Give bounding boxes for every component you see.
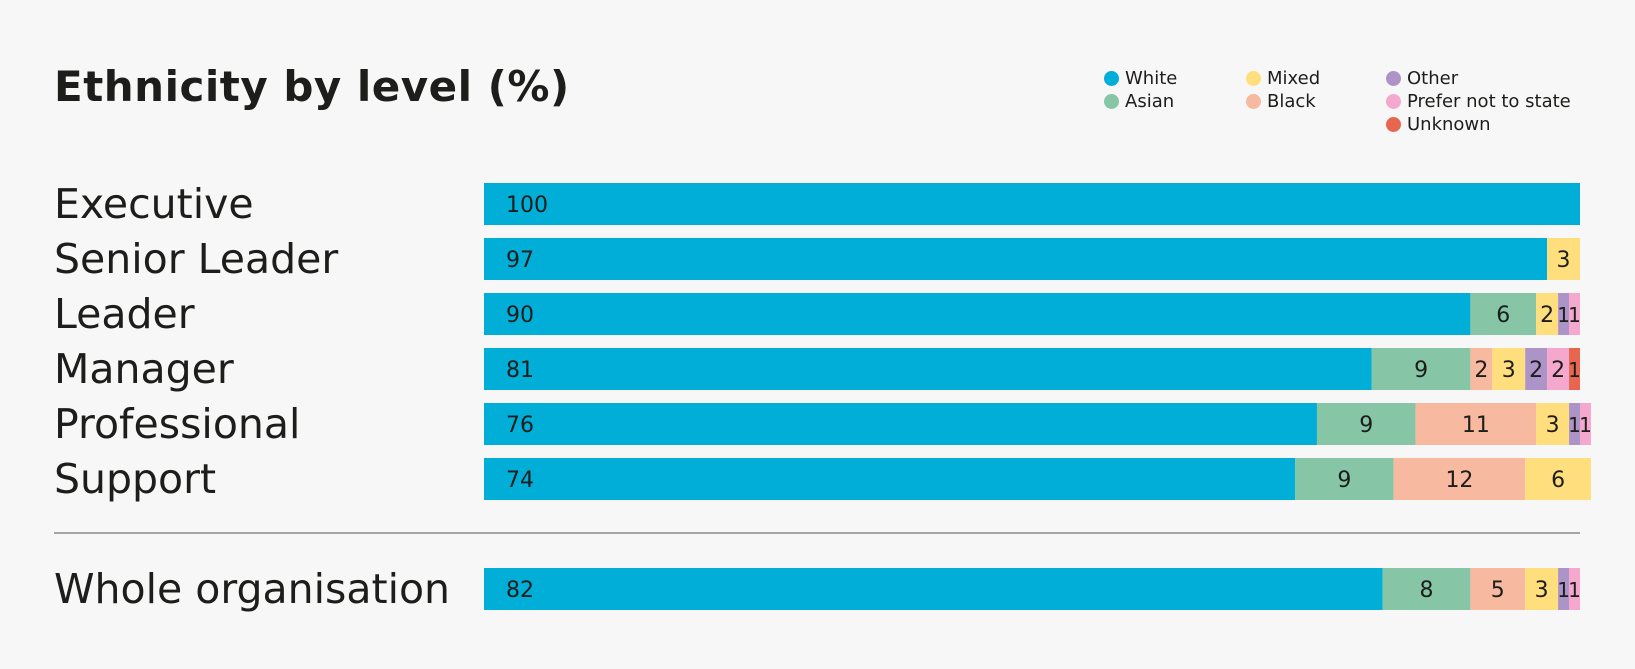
chart-legend: White Asian Black Mixed Other Prefer not to s…: [1104, 68, 1584, 138]
legend-item-unknown: Unknown: [1386, 114, 1491, 135]
category-label-executive: Executive: [54, 180, 254, 228]
data-label-professional-other: 1: [1568, 413, 1581, 437]
chart-title: Ethnicity by level (%): [54, 62, 570, 111]
data-label-manager-white: 81: [506, 358, 534, 383]
data-label-support-black: 12: [1445, 468, 1473, 493]
data-label-executive-white: 100: [506, 193, 548, 218]
bar-whole-organisation-black: [1470, 568, 1526, 610]
bar-leader-asian: [1470, 293, 1537, 335]
bar-support-black: [1393, 458, 1526, 500]
bar-whole-organisation-asian: [1382, 568, 1471, 610]
data-label-professional-asian: 9: [1359, 413, 1373, 438]
data-label-professional-mixed: 3: [1546, 413, 1560, 438]
data-label-leader-white: 90: [506, 303, 534, 328]
data-label-manager-asian: 9: [1414, 358, 1428, 383]
legend-label-mixed: Mixed: [1267, 68, 1321, 89]
data-label-senior-leader-white: 97: [506, 248, 534, 273]
legend-label-other: Other: [1407, 68, 1459, 89]
legend-item-other: Other: [1386, 68, 1458, 89]
bar-support-white: [484, 458, 1296, 500]
data-label-manager-unknown: 1: [1568, 358, 1581, 382]
bar-executive-white: [484, 183, 1580, 225]
category-label-manager: Manager: [54, 345, 234, 393]
legend-item-white: White: [1104, 68, 1177, 89]
category-label-senior-leader: Senior Leader: [54, 235, 338, 283]
bar-whole-organisation-prefer-not-to-state: [1569, 568, 1580, 610]
data-label-support-asian: 9: [1337, 468, 1351, 493]
data-label-whole-organisation-white: 82: [506, 578, 534, 603]
data-label-manager-black: 2: [1474, 358, 1488, 383]
legend-label-black: Black: [1267, 91, 1316, 112]
bar-professional-white: [484, 403, 1317, 445]
legend-swatch-unknown: [1386, 117, 1401, 132]
bar-senior-leader-white: [484, 238, 1548, 280]
bar-professional-mixed: [1536, 403, 1570, 445]
data-label-leader-prefer-not-to-state: 1: [1568, 303, 1581, 327]
data-label-whole-organisation-prefer-not-to-state: 1: [1568, 578, 1581, 602]
legend-item-black: Black: [1246, 91, 1316, 112]
bar-professional-prefer-not-to-state: [1580, 403, 1591, 445]
bar-manager-other: [1525, 348, 1548, 390]
bar-senior-leader-mixed: [1547, 238, 1580, 280]
data-label-manager-other: 2: [1529, 358, 1543, 383]
bar-professional-asian: [1316, 403, 1416, 445]
bar-whole-organisation-white: [484, 568, 1383, 610]
legend-swatch-other: [1386, 71, 1401, 86]
legend-swatch-asian: [1104, 94, 1119, 109]
bar-manager-prefer-not-to-state: [1547, 348, 1570, 390]
data-label-professional-black: 11: [1462, 413, 1490, 438]
bar-professional-black: [1415, 403, 1537, 445]
data-label-whole-organisation-mixed: 3: [1535, 578, 1549, 603]
bar-leader-white: [484, 293, 1471, 335]
bar-manager-white: [484, 348, 1372, 390]
legend-swatch-mixed: [1246, 71, 1261, 86]
bar-professional-other: [1569, 403, 1580, 445]
legend-label-prefer-not-to-state: Prefer not to state: [1407, 91, 1571, 112]
bar-manager-mixed: [1492, 348, 1526, 390]
category-label-whole-organisation: Whole organisation: [54, 565, 450, 613]
legend-item-prefer-not-to-state: Prefer not to state: [1386, 91, 1571, 112]
legend-label-unknown: Unknown: [1407, 114, 1491, 135]
legend-swatch-prefer-not-to-state: [1386, 94, 1401, 109]
legend-swatch-white: [1104, 71, 1119, 86]
legend-swatch-black: [1246, 94, 1261, 109]
legend-label-asian: Asian: [1125, 91, 1175, 112]
data-label-senior-leader-mixed: 3: [1557, 248, 1571, 273]
bar-leader-mixed: [1536, 293, 1559, 335]
data-label-support-mixed: 6: [1551, 468, 1565, 493]
category-label-leader: Leader: [54, 290, 195, 338]
bar-manager-asian: [1371, 348, 1471, 390]
category-label-professional: Professional: [54, 400, 300, 448]
category-label-support: Support: [54, 455, 216, 503]
bar-support-mixed: [1525, 458, 1591, 500]
legend-label-white: White: [1125, 68, 1178, 89]
bar-whole-organisation-mixed: [1525, 568, 1559, 610]
bar-leader-other: [1558, 293, 1570, 335]
bar-whole-organisation-other: [1558, 568, 1570, 610]
data-label-whole-organisation-black: 5: [1491, 578, 1505, 603]
bar-manager-black: [1470, 348, 1493, 390]
bar-manager-unknown: [1569, 348, 1580, 390]
data-label-whole-organisation-asian: 8: [1420, 578, 1434, 603]
bar-support-asian: [1295, 458, 1394, 500]
data-label-support-white: 74: [506, 468, 534, 493]
data-label-professional-white: 76: [506, 413, 534, 438]
data-label-manager-prefer-not-to-state: 2: [1551, 358, 1565, 383]
data-label-professional-prefer-not-to-state: 1: [1579, 413, 1592, 437]
bar-leader-prefer-not-to-state: [1569, 293, 1580, 335]
data-label-leader-other: 1: [1557, 303, 1570, 327]
data-label-leader-mixed: 2: [1540, 303, 1554, 328]
data-label-leader-asian: 6: [1496, 303, 1510, 328]
legend-item-mixed: Mixed: [1246, 68, 1320, 89]
legend-item-asian: Asian: [1104, 91, 1174, 112]
data-label-whole-organisation-other: 1: [1557, 578, 1570, 602]
data-label-manager-mixed: 3: [1502, 358, 1516, 383]
